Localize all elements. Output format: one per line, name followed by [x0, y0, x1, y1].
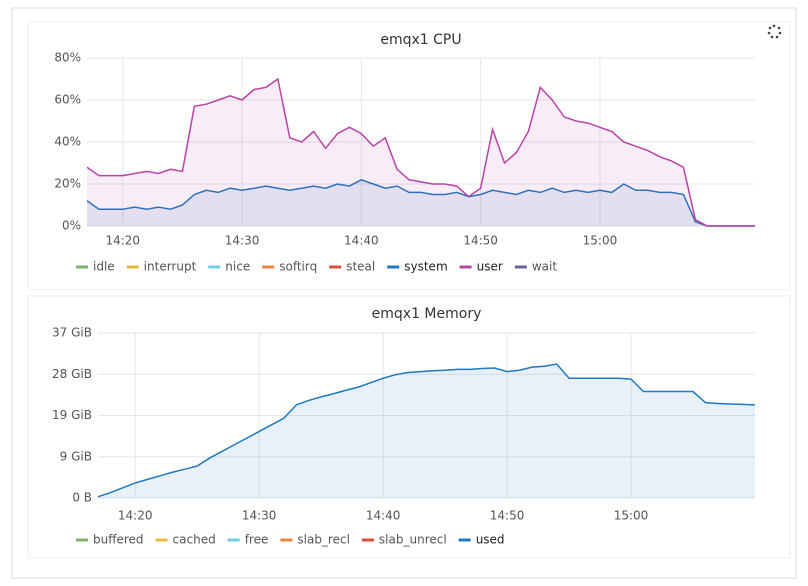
y-tick-label: 40%	[54, 135, 81, 149]
x-tick-label: 15:00	[583, 234, 618, 248]
y-tick-label: 37 GiB	[52, 326, 92, 340]
chart-title: emqx1 CPU	[380, 32, 461, 48]
series-area	[98, 364, 755, 498]
x-tick-label: 14:40	[366, 509, 401, 523]
legend-label: slab_recl	[297, 533, 350, 547]
loading-spinner	[767, 24, 782, 39]
x-tick-label: 14:20	[105, 234, 140, 248]
y-tick-label: 9 GiB	[60, 449, 92, 463]
legend-label: used	[476, 533, 505, 547]
legend-label: slab_unrecl	[379, 533, 447, 547]
panel	[27, 295, 791, 559]
chart-title: emqx1 Memory	[372, 306, 482, 322]
legend-label: softirq	[279, 260, 317, 274]
y-tick-label: 20%	[54, 177, 81, 191]
y-tick-label: 0 B	[72, 491, 92, 505]
x-tick-label: 14:30	[242, 509, 277, 523]
legend-label: interrupt	[144, 260, 197, 274]
x-tick-label: 15:00	[614, 509, 649, 523]
y-tick-label: 60%	[54, 93, 81, 107]
legend-label: user	[477, 260, 503, 274]
series-line	[86, 77, 755, 227]
x-tick-label: 14:50	[463, 234, 498, 248]
legend-label: wait	[532, 260, 558, 274]
panel	[27, 21, 791, 291]
legend-label: idle	[93, 260, 115, 274]
x-tick-label: 14:50	[490, 509, 525, 523]
series-line	[97, 363, 756, 498]
legend-label: nice	[225, 260, 250, 274]
y-tick-label: 0%	[62, 219, 81, 233]
legend-label: steal	[346, 260, 375, 274]
legend-label: free	[245, 533, 269, 547]
series-area	[87, 179, 755, 226]
x-tick-label: 14:40	[344, 234, 379, 248]
series-line	[86, 178, 755, 227]
x-tick-label: 14:30	[225, 234, 260, 248]
y-tick-label: 80%	[54, 51, 81, 65]
series-area	[87, 79, 755, 226]
legend-label: buffered	[93, 533, 144, 547]
legend-label: system	[404, 260, 447, 274]
y-tick-label: 19 GiB	[52, 408, 92, 422]
y-tick-label: 28 GiB	[52, 367, 92, 381]
x-tick-label: 14:20	[118, 509, 153, 523]
legend-label: cached	[173, 533, 216, 547]
